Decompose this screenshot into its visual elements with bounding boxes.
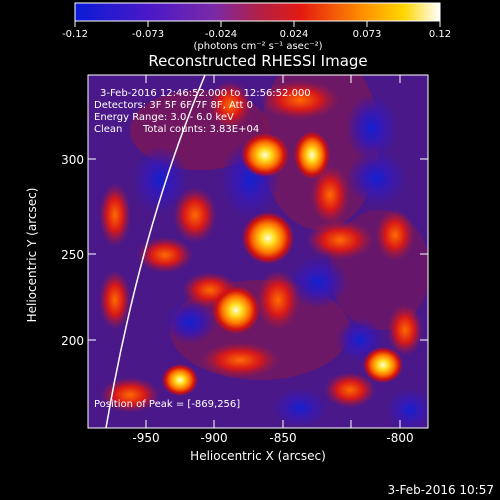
x-tick-label: -900 [200,431,227,445]
colorbar-tick-label: 0.12 [429,29,451,40]
info-detectors: Detectors: 3F 5F 6F 7F 8F, Att 0 [94,100,253,111]
x-tick-label: -950 [132,431,159,445]
x-tick-label: -850 [269,431,296,445]
colorbar-tick-label: 0.024 [280,29,309,40]
image-title: Reconstructed RHESSI Image [148,52,367,70]
colorbar-tick-label: -0.12 [62,29,88,40]
colorbar [74,2,441,22]
y-tick-label: 250 [61,248,84,262]
x-axis-ticks [145,75,401,428]
solar-limb-curve [105,75,206,428]
y-tick-label: 200 [61,334,84,348]
y-tick-label: 300 [61,153,84,167]
info-energy: Energy Range: 3.0 - 6.0 keV [94,112,234,123]
colorbar-tick-label: -0.073 [132,29,164,40]
y-axis-ticks [88,158,428,341]
colorbar-tick-label: -0.024 [205,29,237,40]
x-tick-label: -800 [386,431,413,445]
info-method: Clean [94,124,122,135]
y-axis-label: Heliocentric Y (arcsec) [25,188,39,323]
plot-frame [87,74,429,429]
footer-date: 3-Feb-2016 10:57 [388,483,494,497]
colorbar-tick-label: 0.073 [353,29,382,40]
x-axis-label: Heliocentric X (arcsec) [190,449,326,463]
info-time-range: 3-Feb-2016 12:46:52.000 to 12:56:52.000 [100,88,311,99]
colorbar-ticks [74,21,441,27]
info-counts: Total counts: 3.83E+04 [142,124,259,135]
peak-position-label: Position of Peak = [-869,256] [94,399,240,410]
colorbar-unit-label: (photons cm⁻² s⁻¹ asec⁻²) [193,41,322,52]
solar-image [88,75,428,428]
